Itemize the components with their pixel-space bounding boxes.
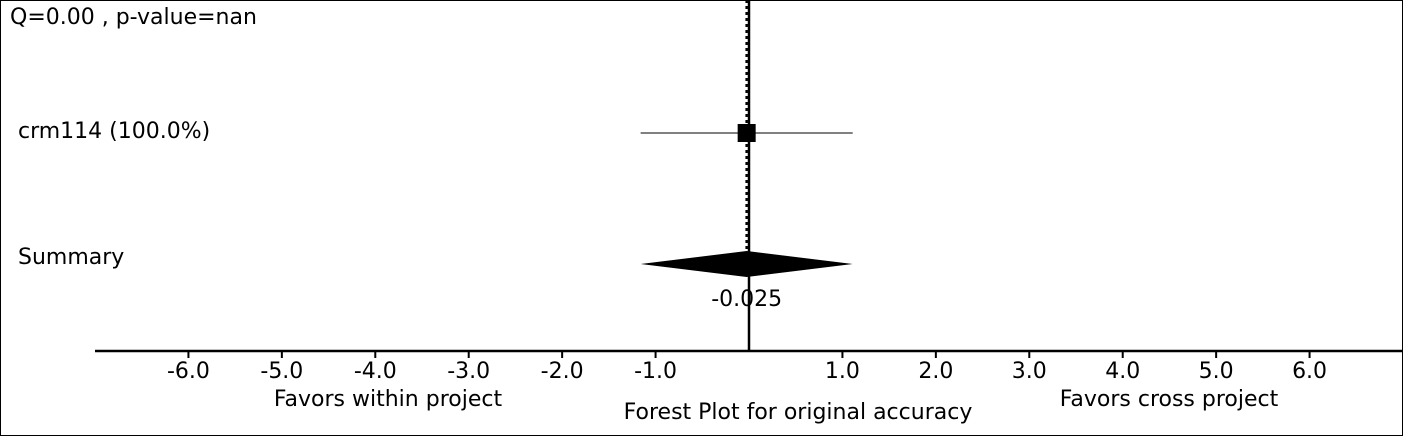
x-tick-label: -3.0	[447, 359, 490, 384]
x-axis: -6.0 -5.0 -4.0 -3.0 -2.0 -1.0 1.0 2.0 3.0 4.0 5.0 6…	[95, 349, 1403, 384]
x-tick-label: 2.0	[918, 359, 953, 384]
x-tick-label: -2.0	[541, 359, 584, 384]
chart-title: Forest Plot for original accuracy	[624, 400, 973, 425]
x-tick-label: -4.0	[354, 359, 397, 384]
favors-right-label: Favors cross project	[1060, 387, 1279, 412]
summary-diamond	[640, 251, 853, 277]
summary-estimate-label: -0.025	[711, 287, 782, 312]
plot-marks: -0.025	[640, 0, 853, 351]
x-tick-label: 3.0	[1012, 359, 1047, 384]
x-tick-label: 1.0	[825, 359, 860, 384]
x-tick-label: 5.0	[1199, 359, 1234, 384]
x-tick-label: 6.0	[1292, 359, 1327, 384]
heterogeneity-text: Q=0.00 , p-value=nan	[10, 5, 257, 30]
x-tick-label: 4.0	[1105, 359, 1140, 384]
summary-label: Summary	[18, 245, 124, 270]
x-tick-label: -6.0	[167, 359, 210, 384]
x-tick-label: -1.0	[634, 359, 677, 384]
x-tick-label: -5.0	[260, 359, 303, 384]
study-point-marker	[737, 124, 756, 142]
study-label: crm114 (100.0%)	[18, 119, 210, 144]
favors-left-label: Favors within project	[274, 387, 503, 412]
